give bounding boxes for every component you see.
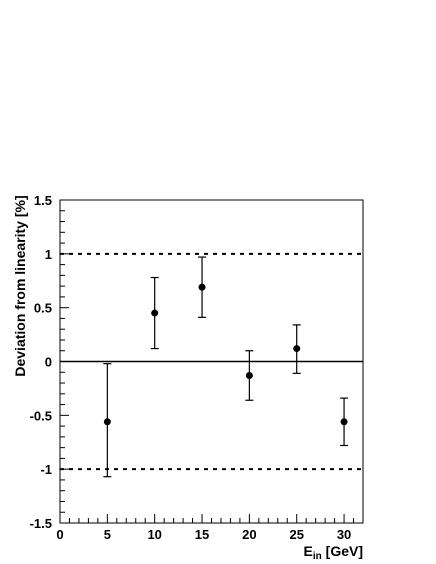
y-tick-label: -1 <box>40 462 52 477</box>
reference-lines <box>60 252 363 471</box>
y-tick-label: 0 <box>45 355 52 370</box>
data-marker <box>340 418 348 426</box>
x-tick-label: 15 <box>195 527 209 542</box>
y-axis-label: Deviation from linearity [%] <box>12 195 28 376</box>
x-axis-label: Ein [GeV] <box>304 543 363 562</box>
data-point <box>150 276 159 350</box>
y-tick-label: -0.5 <box>30 408 52 423</box>
y-tick-label: 0.5 <box>34 301 52 316</box>
data-marker <box>245 371 253 379</box>
data-points <box>103 256 349 478</box>
data-marker <box>151 309 159 317</box>
data-point <box>340 397 349 447</box>
x-tick-label: 30 <box>337 527 351 542</box>
data-marker <box>293 345 301 353</box>
data-point <box>292 324 301 374</box>
y-tick-label: 1.5 <box>34 193 52 208</box>
x-axis-ticks: 0 5 10 15 20 25 30 <box>56 514 364 542</box>
data-point <box>245 350 254 401</box>
data-point <box>198 256 207 318</box>
y-tick-label: 1 <box>45 247 52 262</box>
x-tick-label: 20 <box>242 527 256 542</box>
y-tick-label: -1.5 <box>30 516 52 531</box>
data-marker <box>198 283 206 291</box>
x-tick-label: 25 <box>289 527 303 542</box>
x-tick-label: 5 <box>104 527 111 542</box>
data-marker <box>103 418 111 426</box>
x-tick-label: 0 <box>56 527 63 542</box>
data-point <box>103 363 112 478</box>
x-tick-label: 10 <box>147 527 161 542</box>
y-axis-ticks: -1.5 -1 -0.5 0 0.5 1 1.5 <box>30 193 69 531</box>
